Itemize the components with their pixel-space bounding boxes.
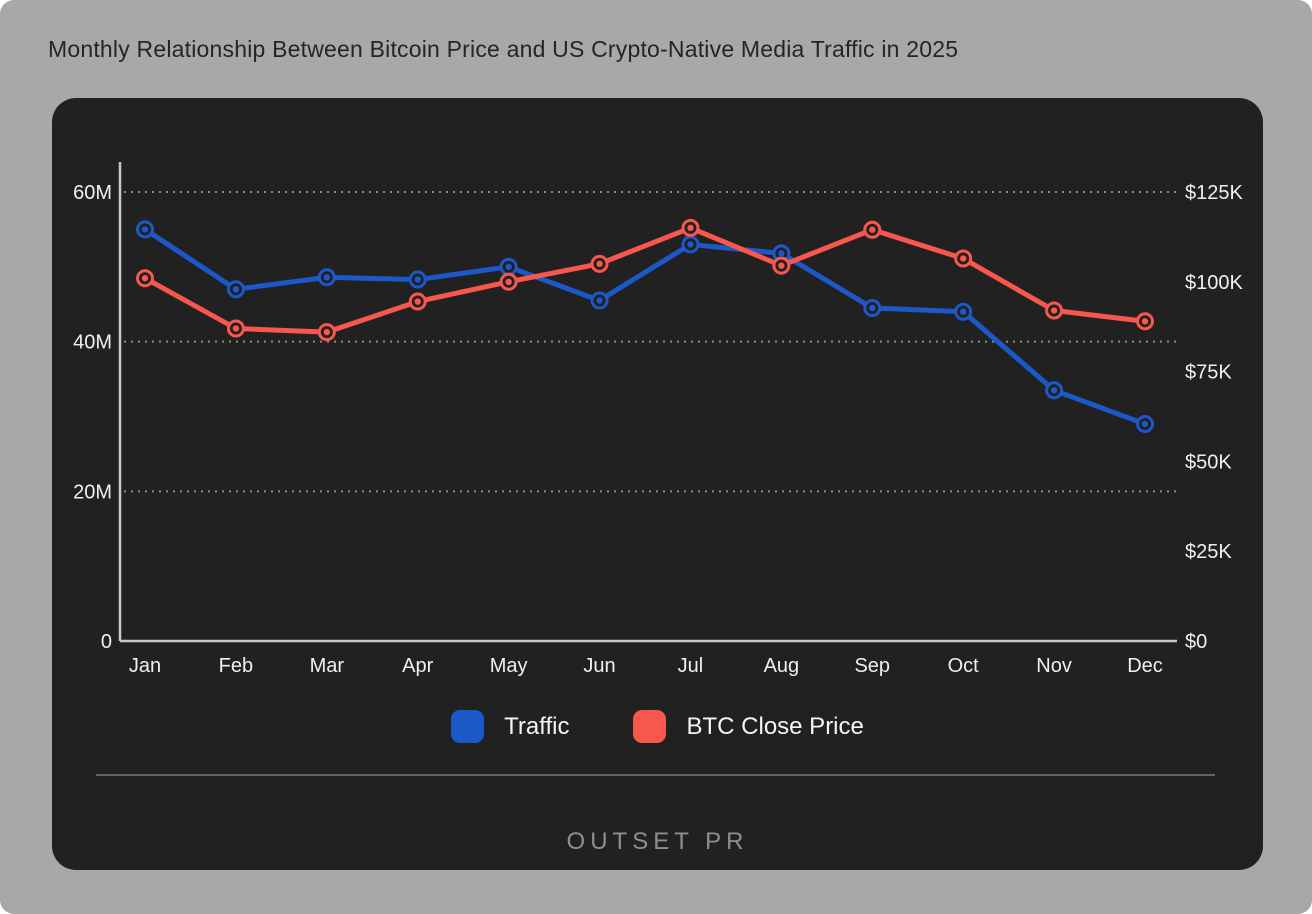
right-axis-tick: $50K — [1185, 451, 1232, 473]
data-point-dot — [505, 278, 512, 285]
data-point-dot — [323, 274, 331, 281]
page-title: Monthly Relationship Between Bitcoin Pri… — [48, 36, 959, 62]
data-point-dot — [414, 298, 421, 305]
x-axis-tick: Jun — [583, 655, 615, 677]
legend-swatch — [451, 710, 485, 743]
data-point-dot — [959, 255, 967, 262]
chart-card: 0 20M 40M 60M $0 $25K $50K $75K $100K $125K Jan Feb… — [52, 98, 1263, 870]
data-point-dot — [232, 325, 240, 332]
chart-legend: Traffic BTC Close Price — [52, 710, 1263, 743]
x-axis-tick: Aug — [764, 655, 800, 677]
right-axis-tick: $100K — [1185, 272, 1243, 294]
outset-pr-logo: OUTSET PR — [566, 828, 749, 855]
x-axis-tick: May — [490, 655, 528, 677]
x-axis-tick: Feb — [219, 655, 253, 677]
right-axis-tick: $125K — [1185, 182, 1243, 204]
data-point-dot — [687, 224, 694, 232]
x-axis-tick: Apr — [402, 655, 433, 677]
left-axis-tick: 40M — [73, 332, 112, 354]
data-point-dot — [596, 297, 603, 304]
x-axis-tick: Dec — [1127, 655, 1163, 677]
x-axis-tick: Sep — [854, 655, 890, 677]
left-axis-tick: 60M — [73, 182, 112, 204]
x-axis-tick: Mar — [310, 655, 345, 677]
x-axis-tick: Nov — [1036, 655, 1072, 677]
right-axis-tick: $25K — [1185, 541, 1232, 563]
data-point-dot — [1141, 318, 1149, 325]
data-point-dot — [778, 250, 785, 257]
data-point-dot — [232, 286, 240, 293]
divider — [96, 774, 1215, 776]
x-axis-tick: Jul — [678, 655, 704, 677]
left-axis-tick: 0 — [101, 631, 112, 653]
data-point-dot — [687, 241, 694, 248]
right-axis-tick: $75K — [1185, 362, 1232, 384]
data-point-dot — [869, 226, 876, 233]
x-axis-tick: Jan — [129, 655, 161, 677]
legend-swatch — [633, 710, 667, 743]
x-axis-tick: Oct — [948, 655, 980, 677]
legend-label: BTC Close Price — [686, 712, 864, 740]
series-line-btc-close-price — [142, 225, 1148, 335]
data-point-dot — [1050, 307, 1058, 314]
right-axis-tick: $0 — [1185, 631, 1207, 653]
data-point-dot — [323, 328, 331, 336]
data-point-dot — [596, 260, 603, 268]
data-point-dot — [869, 304, 876, 312]
data-point-dot — [1050, 387, 1058, 394]
data-point-dot — [414, 276, 421, 283]
legend-item-btc-close-price: BTC Close Price — [633, 710, 864, 743]
data-point-dot — [505, 263, 512, 271]
data-point-dot — [778, 262, 785, 269]
data-point-dot — [141, 275, 149, 282]
data-point-dot — [959, 308, 967, 315]
series-line-traffic — [142, 226, 1148, 427]
left-axis-tick: 20M — [73, 481, 112, 503]
legend-label: Traffic — [504, 712, 570, 740]
legend-item-traffic: Traffic — [451, 710, 569, 743]
data-point-dot — [1141, 420, 1149, 428]
data-point-dot — [141, 226, 149, 233]
line-chart: 0 20M 40M 60M $0 $25K $50K $75K $100K $125K Jan Feb… — [73, 162, 1243, 677]
